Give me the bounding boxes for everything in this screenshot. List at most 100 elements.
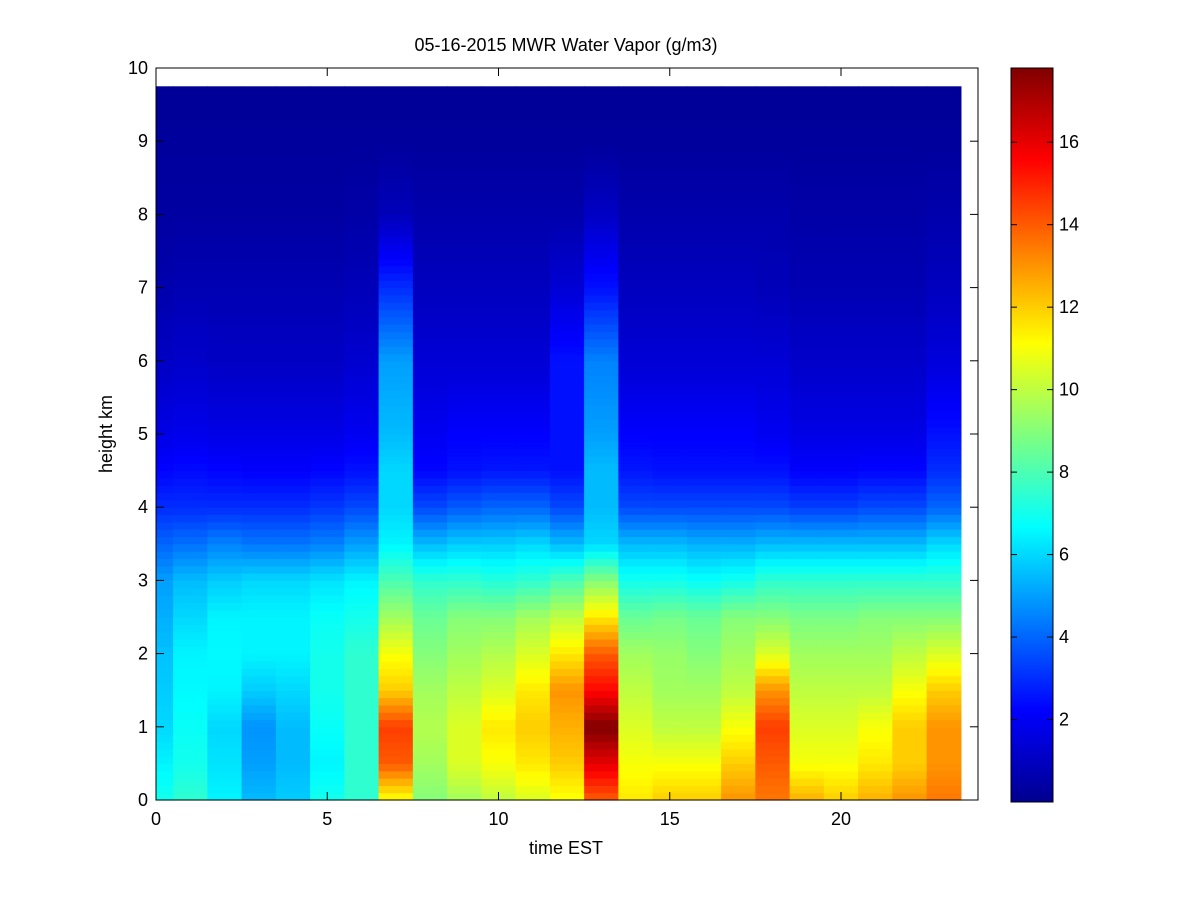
heatmap-cell	[892, 748, 928, 757]
heatmap-cell	[275, 770, 311, 779]
heatmap-cell	[926, 258, 962, 267]
heatmap-cell	[686, 265, 722, 274]
heatmap-cell	[618, 675, 654, 684]
heatmap-cell	[721, 207, 756, 215]
heatmap-cell	[858, 558, 893, 567]
heatmap-cell	[686, 624, 722, 633]
heatmap-cell	[858, 346, 893, 355]
heatmap-cell	[584, 514, 619, 523]
heatmap-cell	[412, 199, 448, 208]
heatmap-cell	[721, 726, 756, 735]
heatmap-cell	[789, 397, 825, 406]
heatmap-cell	[344, 631, 380, 640]
heatmap-cell	[173, 631, 208, 640]
heatmap-cell	[344, 404, 380, 413]
heatmap-cell	[481, 170, 517, 179]
heatmap-cell	[892, 163, 928, 172]
heatmap-cell	[926, 185, 962, 194]
heatmap-cell	[481, 455, 517, 464]
heatmap-cell	[926, 148, 962, 157]
y-tick-label: 0	[138, 790, 148, 810]
heatmap-cell	[173, 126, 208, 135]
heatmap-cell	[789, 229, 825, 237]
heatmap-cell	[618, 719, 654, 728]
heatmap-cell	[618, 302, 654, 311]
heatmap-cell	[481, 734, 517, 743]
heatmap-cell	[926, 529, 962, 538]
heatmap-cell	[515, 324, 551, 333]
heatmap-cell	[310, 748, 345, 757]
heatmap-cell	[721, 668, 756, 677]
heatmap-cell	[275, 382, 311, 391]
heatmap-cell	[584, 690, 619, 699]
heatmap-cell	[310, 573, 345, 581]
heatmap-cell	[584, 163, 619, 172]
heatmap-cell	[755, 229, 791, 237]
heatmap-cell	[378, 646, 414, 655]
heatmap-cell	[173, 492, 208, 501]
colorbar-tick-label: 14	[1059, 215, 1079, 235]
heatmap-cell	[447, 770, 482, 779]
heatmap-cell	[721, 587, 756, 596]
heatmap-cell	[549, 734, 585, 743]
heatmap-cell	[344, 199, 380, 208]
heatmap-cell	[481, 192, 517, 201]
heatmap-cell	[926, 89, 962, 98]
heatmap-cell	[584, 148, 619, 157]
heatmap-cell	[652, 280, 688, 289]
heatmap-cell	[926, 214, 962, 223]
heatmap-cell	[378, 397, 414, 406]
heatmap-cell	[721, 734, 756, 743]
heatmap-cell	[652, 251, 688, 259]
heatmap-cell	[207, 543, 243, 552]
heatmap-cell	[241, 726, 277, 735]
heatmap-cell	[310, 331, 345, 340]
heatmap-cell	[447, 734, 482, 743]
heatmap-cell	[378, 682, 414, 691]
heatmap-cell	[858, 419, 893, 428]
heatmap-cell	[378, 778, 414, 786]
heatmap-cell	[275, 756, 311, 764]
heatmap-cell	[584, 770, 619, 779]
heatmap-cell	[207, 529, 243, 538]
heatmap-cell	[156, 455, 174, 464]
heatmap-cell	[892, 492, 928, 501]
heatmap-cell	[926, 587, 962, 596]
heatmap-cell	[344, 514, 380, 523]
heatmap-cell	[823, 660, 859, 669]
heatmap-cell	[755, 434, 791, 442]
heatmap-cell	[618, 86, 654, 91]
heatmap-cell	[652, 265, 688, 274]
heatmap-cell	[156, 521, 174, 530]
heatmap-cell	[549, 514, 585, 523]
heatmap-cell	[686, 126, 722, 135]
heatmap-cell	[207, 785, 243, 794]
heatmap-cell	[344, 587, 380, 596]
heatmap-cell	[412, 229, 448, 237]
heatmap-cell	[241, 221, 277, 230]
heatmap-cell	[652, 346, 688, 355]
heatmap-cell	[173, 617, 208, 625]
heatmap-cell	[926, 265, 962, 274]
heatmap-cell	[755, 192, 791, 201]
heatmap-cell	[156, 778, 174, 786]
heatmap-cell	[515, 434, 551, 442]
heatmap-cell	[207, 412, 243, 420]
heatmap-cell	[241, 778, 277, 786]
heatmap-cell	[310, 595, 345, 603]
heatmap-cell	[686, 89, 722, 98]
heatmap-cell	[755, 338, 791, 347]
heatmap-cell	[926, 660, 962, 669]
heatmap-cell	[447, 258, 482, 267]
heatmap-cell	[584, 778, 619, 786]
heatmap-cell	[618, 229, 654, 237]
heatmap-cell	[515, 97, 551, 106]
heatmap-cell	[241, 280, 277, 289]
heatmap-cell	[275, 580, 311, 589]
heatmap-cell	[823, 104, 859, 113]
heatmap-cell	[412, 133, 448, 142]
heatmap-cell	[926, 434, 962, 442]
heatmap-cell	[755, 543, 791, 552]
heatmap-cell	[207, 624, 243, 633]
heatmap-cell	[156, 412, 174, 420]
